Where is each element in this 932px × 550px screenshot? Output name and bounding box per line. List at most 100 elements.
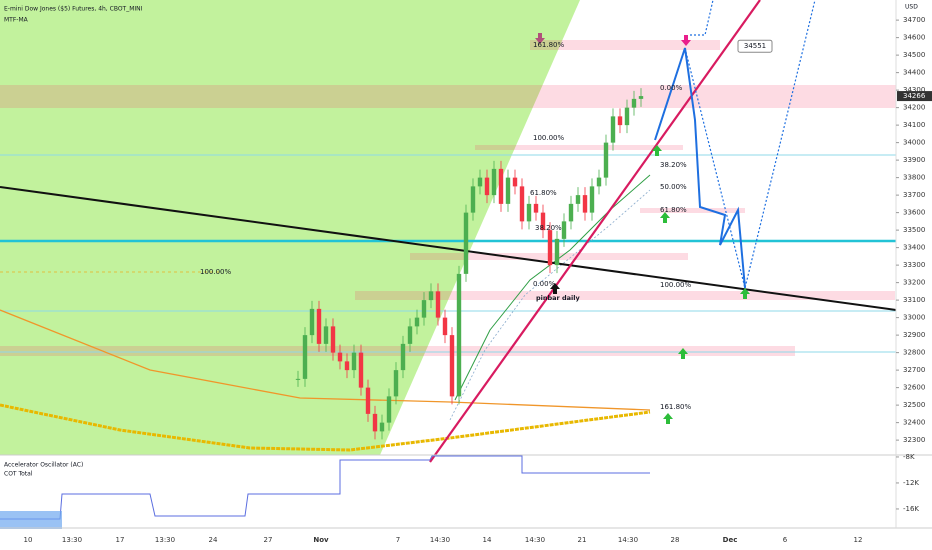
candle — [393, 370, 399, 397]
y-tick-label: 32900 — [903, 331, 925, 339]
candle — [442, 317, 448, 336]
y-tick-label: 32400 — [903, 419, 925, 427]
fib-label: 100.00% — [533, 134, 564, 142]
y-tick-label: 34300 — [903, 86, 925, 94]
fib-labels: 161.80% 0.00% 100.00% 61.80% 38.20% 0.00… — [200, 41, 691, 411]
y-tick-label: 33200 — [903, 279, 925, 287]
y-tick-label: 32700 — [903, 366, 925, 374]
zone — [475, 145, 683, 150]
currency: USD — [905, 4, 918, 11]
candle — [624, 107, 630, 126]
candle — [568, 203, 574, 222]
x-tick-label: 14:30 — [430, 536, 450, 544]
indicator-title: Accelerator Oscillator (AC) — [4, 462, 83, 469]
candle — [638, 96, 644, 99]
candle — [344, 361, 350, 371]
indicator-name: MTF-MA — [4, 17, 29, 24]
y-tick-label: -12K — [903, 479, 919, 487]
candle — [533, 203, 539, 213]
fib-label: 0.00% — [533, 280, 556, 288]
indicator-subtitle: COT Total — [4, 471, 33, 478]
y-tick-label: 34600 — [903, 34, 925, 42]
up-arrow — [652, 145, 662, 156]
x-tick-label: 6 — [783, 536, 788, 544]
candle — [526, 203, 532, 222]
candle — [302, 335, 308, 379]
candle — [547, 230, 553, 266]
candle — [414, 317, 420, 327]
y-tick-label: 33300 — [903, 261, 925, 269]
fib-label: 0.00% — [660, 84, 683, 92]
down-arrow — [681, 35, 691, 46]
y-tick-label: 34000 — [903, 139, 925, 147]
target-callout — [737, 39, 773, 53]
candle — [631, 98, 637, 108]
x-tick-label: 14 — [483, 536, 492, 544]
up-arrow — [550, 283, 560, 294]
fib-label: 100.00% — [200, 268, 231, 276]
candle — [295, 378, 301, 380]
annotation: pinbar daily — [536, 294, 581, 302]
y-tick-label: 33700 — [903, 191, 925, 199]
candle — [596, 177, 602, 187]
candle — [456, 273, 462, 397]
x-tick-label: 10 — [24, 536, 33, 544]
candle — [330, 326, 336, 353]
candle — [379, 422, 385, 432]
candle — [309, 308, 315, 336]
ma-line — [0, 309, 651, 411]
fib-label: 161.80% — [660, 403, 691, 411]
y-tick-label: -8K — [903, 453, 915, 461]
y-tick-label: 34200 — [903, 104, 925, 112]
candle — [386, 396, 392, 423]
candle — [358, 352, 364, 388]
candle — [400, 343, 406, 371]
up-arrow — [740, 288, 750, 299]
candle — [575, 195, 581, 204]
x-tick-label: 17 — [116, 536, 125, 544]
y-tick-label: 34100 — [903, 121, 925, 129]
legend-box — [0, 511, 62, 529]
candle — [582, 195, 588, 213]
fib-label: 38.20% — [660, 161, 687, 169]
price-tag — [897, 91, 932, 102]
x-tick-label: 13:30 — [62, 536, 82, 544]
y-tick-label: 34400 — [903, 69, 925, 77]
projection — [654, 47, 746, 289]
candle — [554, 238, 560, 266]
candle — [365, 387, 371, 414]
x-tick-label: 27 — [264, 536, 273, 544]
projection — [690, 0, 714, 36]
target-label: 34551 — [744, 42, 766, 50]
x-tick-label: Nov — [313, 536, 329, 544]
cot-line — [0, 455, 650, 520]
fib-label: 38.20% — [535, 224, 562, 232]
candle — [316, 308, 322, 344]
price-tag-label: 34266 — [903, 92, 926, 100]
projection — [684, 0, 816, 289]
candle — [610, 116, 616, 143]
zone — [530, 40, 720, 50]
candle — [505, 177, 511, 204]
y-tick-label: 32300 — [903, 436, 925, 444]
trend-line — [429, 0, 761, 463]
y-tick-label: 33900 — [903, 156, 925, 164]
candle — [323, 326, 329, 344]
x-tick-label: 14:30 — [618, 536, 638, 544]
y-tick-label: 32500 — [903, 401, 925, 409]
candle — [372, 413, 378, 432]
candle — [470, 186, 476, 213]
up-arrow — [663, 413, 673, 424]
fib-label: 100.00% — [660, 281, 691, 289]
arrows — [652, 145, 750, 424]
y-tick-label: -16K — [903, 505, 919, 513]
fib-label: 61.80% — [530, 189, 557, 197]
zone — [640, 208, 745, 213]
candle — [351, 352, 357, 371]
candle — [435, 291, 441, 318]
candle — [449, 335, 455, 397]
candle — [477, 177, 483, 187]
zone — [0, 85, 896, 108]
ma-line — [449, 189, 651, 421]
